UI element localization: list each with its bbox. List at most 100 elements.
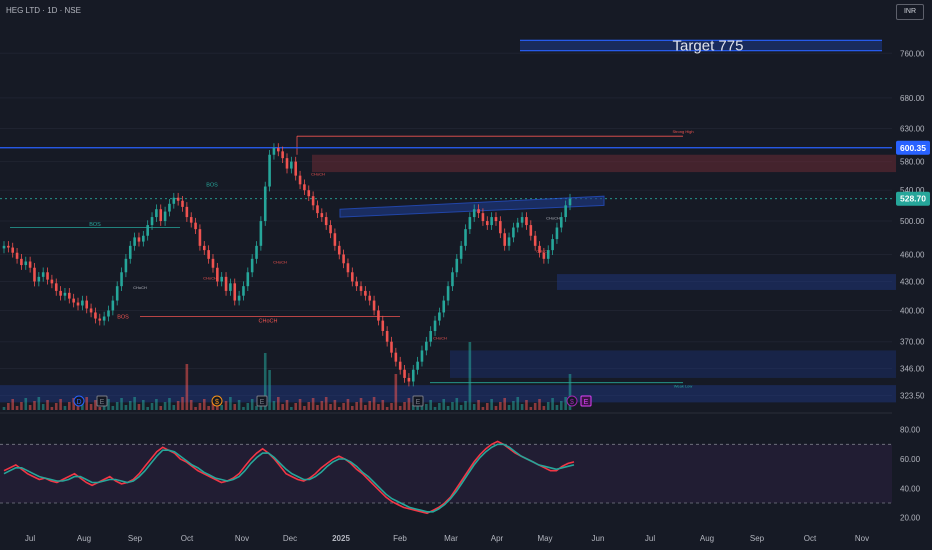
volume-bar (294, 403, 298, 410)
candle (276, 148, 280, 152)
volume-bar (98, 407, 102, 410)
volume-bar (446, 406, 450, 410)
volume-bar (150, 403, 154, 410)
candle (337, 245, 341, 255)
volume-bar (529, 407, 533, 410)
currency-selector[interactable]: INR (896, 4, 924, 20)
candle (307, 190, 311, 197)
volume-bar (176, 401, 180, 410)
structure-label: CHoCH (311, 172, 325, 177)
volume-bar (107, 399, 110, 410)
candle (250, 258, 254, 273)
volume-bar (316, 405, 319, 410)
demand-zone (0, 385, 896, 403)
volume-bar (285, 400, 289, 410)
structure-label: CHoCH (259, 319, 278, 325)
candle (146, 225, 149, 236)
volume-bar (555, 405, 559, 410)
candle (294, 161, 298, 176)
event-marker (96, 395, 108, 407)
volume-bar (390, 403, 393, 410)
volume-bar (189, 400, 193, 410)
volume-bar (324, 397, 328, 410)
candle (298, 175, 302, 185)
event-marker-label: $ (570, 399, 574, 406)
structure-label: BOS (89, 222, 101, 228)
price-label-box (896, 191, 930, 206)
x-tick-label: Oct (804, 534, 817, 543)
volume-bar (533, 403, 537, 410)
candle (481, 213, 485, 222)
candle (359, 286, 363, 291)
volume-bar (359, 398, 363, 410)
volume-bar (15, 406, 19, 410)
candle (368, 295, 372, 301)
volume-bar (520, 404, 524, 410)
trendline-channel (339, 195, 605, 218)
oscillator-tick-label: 20.00 (900, 514, 921, 523)
volume-bar (81, 401, 84, 410)
candle (255, 245, 258, 259)
volume-bar (298, 399, 302, 410)
candle (438, 312, 441, 321)
volume-bar (272, 401, 276, 410)
candle (329, 225, 332, 234)
volume-bar (72, 398, 75, 410)
volume-bar (233, 404, 237, 410)
candle (468, 217, 472, 230)
candle (46, 272, 49, 280)
event-marker-label: $ (215, 399, 219, 406)
candle (494, 217, 498, 222)
candle (81, 300, 84, 306)
candle (229, 283, 232, 291)
volume-bar (503, 398, 506, 410)
volume-bar (7, 403, 10, 410)
volume-bar (499, 402, 502, 410)
candle (50, 279, 54, 284)
candle (442, 300, 446, 313)
candle (355, 281, 358, 287)
volume-bar (546, 402, 550, 410)
candle (559, 217, 563, 228)
volume-bar (442, 399, 446, 410)
candle (224, 276, 228, 291)
candle (525, 217, 528, 226)
candle (207, 250, 210, 259)
demand-zone (450, 350, 896, 378)
volume-bar (455, 398, 459, 410)
candle (163, 211, 167, 222)
candle (416, 361, 419, 370)
candle (33, 267, 36, 282)
y-tick-label: 630.00 (900, 124, 925, 133)
volume-bar (50, 407, 54, 410)
candle (94, 312, 97, 319)
volume-bar (342, 403, 345, 410)
volume-bar (398, 406, 402, 410)
volume-bar (146, 407, 149, 410)
event-marker (211, 395, 223, 407)
candle (351, 272, 354, 282)
volume-bar (403, 402, 406, 410)
candle (429, 331, 432, 342)
event-marker (566, 395, 578, 407)
candle (290, 161, 293, 169)
volume-bar (268, 370, 271, 410)
candle (324, 217, 328, 226)
candle (124, 258, 128, 273)
volume-bar (263, 353, 267, 410)
volume-bar (142, 400, 145, 410)
y-tick-label: 500.00 (900, 217, 925, 226)
candle (89, 308, 93, 313)
volume-bar (311, 398, 315, 410)
volume-bar (46, 400, 49, 410)
x-tick-label: May (537, 534, 552, 543)
candle (507, 237, 511, 246)
volume-bar (63, 406, 67, 410)
volume-bar (185, 364, 189, 410)
candle (520, 217, 524, 223)
x-tick-label: Apr (491, 534, 504, 543)
y-tick-label: 430.00 (900, 277, 925, 286)
event-marker-label: D (76, 399, 81, 406)
volume-bar (320, 401, 324, 410)
